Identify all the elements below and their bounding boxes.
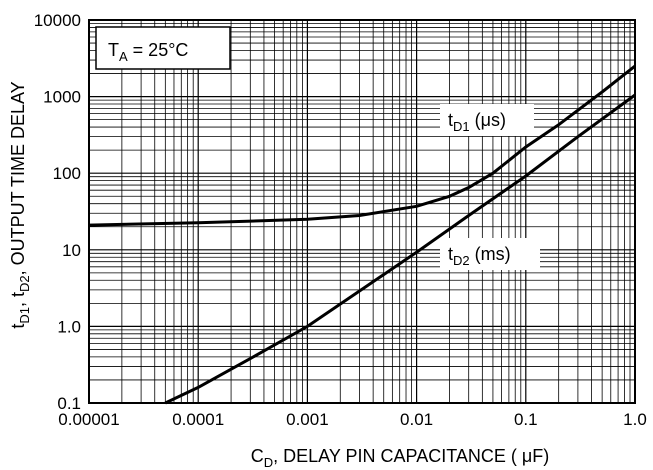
series-td2-label-rest: (ms) [470, 244, 511, 264]
y-tick-label: 1.0 [57, 317, 81, 336]
y-tick-label: 0.1 [57, 394, 81, 413]
series-td1-label-group: tD1 (μs) [440, 104, 534, 136]
y-tick-label: 100 [53, 164, 81, 183]
x-tick-label: 0.0001 [172, 410, 224, 429]
x-tick-label: 0.001 [286, 410, 329, 429]
y-axis-title-p2: , t [8, 292, 28, 307]
y-axis-title-p1: t [8, 324, 28, 329]
x-tick-label: 0.01 [400, 410, 433, 429]
grid-lines [88, 20, 635, 404]
y-tick-label: 10000 [34, 11, 81, 30]
x-tick-labels: 0.00001 0.0001 0.001 0.01 0.1 1.0 [58, 410, 647, 429]
y-axis-title-s2: D2 [17, 275, 32, 292]
x-axis-title: CD, DELAY PIN CAPACITANCE ( μF) [251, 446, 549, 470]
y-tick-label: 1000 [43, 88, 81, 107]
y-axis-title-p3: , OUTPUT TIME DELAY [8, 81, 28, 275]
series-td1-label: tD1 (μs) [448, 110, 506, 134]
condition-label: TA = 25°C [108, 40, 188, 64]
series-td2-label-bg [440, 238, 540, 270]
condition-box-frame [95, 26, 231, 70]
y-axis-title: tD1, tD2, OUTPUT TIME DELAY [8, 81, 32, 328]
plot-frame [88, 19, 636, 404]
series-td2-label-sub: D2 [453, 253, 470, 268]
curves [88, 64, 636, 405]
condition-sub: A [119, 49, 128, 64]
series-td1-label-main: t [448, 110, 453, 130]
x-tick-label: 1.0 [623, 410, 647, 429]
series-td2-label: tD2 (ms) [448, 244, 511, 268]
x-axis-title-main: C [251, 446, 264, 466]
condition-box: TA = 25°C [95, 26, 231, 70]
x-axis-title-rest: , DELAY PIN CAPACITANCE ( μF) [273, 446, 549, 466]
y-axis-title-s1: D1 [17, 307, 32, 324]
series-td1-label-bg [440, 104, 534, 136]
condition-main: T [108, 40, 119, 60]
series-td1-label-rest: (μs) [470, 110, 506, 130]
series-td2-label-group: tD2 (ms) [440, 238, 540, 270]
x-tick-label: 0.00001 [58, 410, 119, 429]
series-td2-line [164, 93, 636, 405]
y-tick-labels: 0.1 1.0 10 100 1000 10000 [34, 11, 81, 413]
series-td1-line [88, 64, 636, 227]
series-td2-label-main: t [448, 244, 453, 264]
x-axis-title-sub: D [264, 455, 273, 470]
series-td1-label-sub: D1 [453, 119, 470, 134]
y-tick-label: 10 [62, 241, 81, 260]
x-tick-label: 0.1 [514, 410, 538, 429]
condition-rest: = 25°C [128, 40, 189, 60]
